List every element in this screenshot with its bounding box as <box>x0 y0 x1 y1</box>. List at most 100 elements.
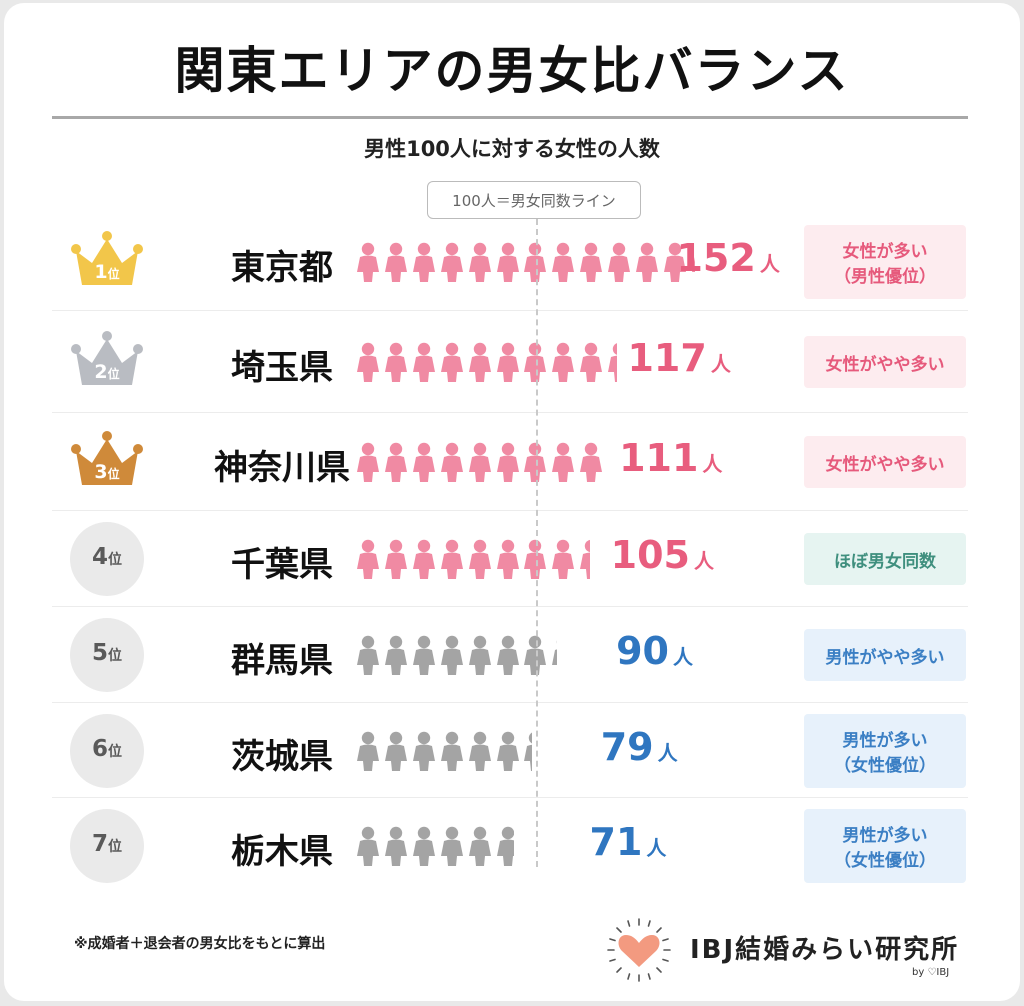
rank-suffix: 位 <box>107 467 120 481</box>
value-unit: 人 <box>657 741 678 765</box>
female-person-icon <box>607 342 618 382</box>
female-person-icon <box>496 342 520 382</box>
balance-tag-line: 男性が多い <box>842 826 928 846</box>
ranking-row: 5位 群馬県 90 人 男性がやや多い <box>52 607 968 703</box>
rank-suffix: 位 <box>108 839 122 855</box>
female-person-icon <box>523 539 547 579</box>
value-number: 71 <box>589 820 643 864</box>
female-person-icon <box>551 539 575 579</box>
balance-tag-line: （女性優位） <box>834 756 936 776</box>
ibj-logo: IBJ結婚みらい研究所 by ♡IBJ <box>604 915 964 985</box>
rank-number: 5 <box>91 640 108 666</box>
ranking-row: 2位 埼玉県 117 人 女性がやや多い <box>52 311 968 413</box>
female-person-icon <box>691 242 696 282</box>
value-number: 117 <box>627 336 707 380</box>
prefecture-name: 茨城県 <box>231 737 333 777</box>
pictogram-bar <box>356 731 533 771</box>
value-label: 71 人 <box>590 820 667 864</box>
baseline-label: 100人＝男女同数ライン <box>427 181 641 219</box>
male-person-icon <box>384 731 408 771</box>
female-person-icon <box>356 342 380 382</box>
male-person-icon <box>356 731 380 771</box>
value-label: 105 人 <box>611 533 714 577</box>
value-unit: 人 <box>694 549 714 573</box>
baseline-dashed-line <box>536 219 538 867</box>
rank-suffix: 位 <box>107 367 120 381</box>
rank-number: 3 <box>94 461 108 483</box>
female-person-icon <box>440 242 464 282</box>
male-person-icon <box>440 826 464 866</box>
female-person-icon <box>496 442 520 482</box>
male-person-icon <box>496 731 520 771</box>
prefecture-name: 東京都 <box>231 248 333 288</box>
value-label: 79 人 <box>601 725 678 769</box>
value-unit: 人 <box>710 352 731 376</box>
prefecture-name: 千葉県 <box>231 545 333 585</box>
male-person-icon <box>468 635 492 675</box>
female-person-icon <box>579 442 603 482</box>
female-person-icon <box>412 539 436 579</box>
female-person-icon <box>356 242 380 282</box>
male-person-icon <box>384 635 408 675</box>
value-number: 105 <box>610 533 690 577</box>
rank-crown-icon: 1位 <box>70 225 144 299</box>
female-person-icon <box>356 539 380 579</box>
balance-tag-line: （男性優位） <box>834 267 936 287</box>
male-person-icon <box>384 826 408 866</box>
female-person-icon <box>523 442 547 482</box>
female-person-icon <box>412 342 436 382</box>
value-unit: 人 <box>702 452 723 476</box>
female-person-icon <box>551 342 575 382</box>
male-person-icon <box>440 635 464 675</box>
female-person-icon <box>384 342 408 382</box>
rank-number: 1 <box>94 261 108 283</box>
male-person-icon <box>523 731 533 771</box>
female-person-icon <box>523 342 547 382</box>
female-person-icon <box>663 242 687 282</box>
female-person-icon <box>496 539 520 579</box>
rank-circle-badge: 6位 <box>70 714 144 788</box>
female-person-icon <box>356 442 380 482</box>
value-unit: 人 <box>759 252 780 276</box>
rank-suffix: 位 <box>107 267 120 281</box>
female-person-icon <box>412 242 436 282</box>
infographic-card: 関東エリアの男女比バランス 男性100人に対する女性の人数 100人＝男女同数ラ… <box>4 3 1020 1001</box>
male-person-icon <box>496 635 520 675</box>
ranking-row: 1位 東京都 152 人 女性が多い （男性優位） <box>52 213 968 311</box>
male-person-icon <box>551 635 557 675</box>
rank-crown-icon: 3位 <box>70 425 144 499</box>
prefecture-name: 栃木県 <box>231 832 333 872</box>
value-number: 152 <box>676 236 756 280</box>
ranking-row: 7位 栃木県 71 人 男性が多い （女性優位） <box>52 798 968 894</box>
value-unit: 人 <box>646 836 667 860</box>
female-person-icon <box>635 242 659 282</box>
balance-tag-line: 女性が多い <box>842 242 928 262</box>
row-divider <box>52 310 968 311</box>
title-divider <box>52 116 968 119</box>
female-person-icon <box>579 342 603 382</box>
female-person-icon <box>551 442 575 482</box>
rank-suffix: 位 <box>108 552 122 568</box>
male-person-icon <box>468 731 492 771</box>
balance-tag-line: 女性がやや多い <box>825 354 945 375</box>
balance-tag: 女性が多い （男性優位） <box>804 225 966 299</box>
logo-text: IBJ結婚みらい研究所 <box>690 935 960 965</box>
rank-circle-badge: 5位 <box>70 618 144 692</box>
male-person-icon <box>523 635 547 675</box>
logo-by-text: by ♡IBJ <box>912 967 950 978</box>
balance-tag-line: ほぼ男女同数 <box>834 551 936 572</box>
chart-subtitle: 男性100人に対する女性の人数 <box>364 137 660 161</box>
prefecture-name: 群馬県 <box>231 641 333 681</box>
balance-tag-line: 女性がやや多い <box>825 454 945 475</box>
balance-tag: 女性がやや多い <box>804 436 966 488</box>
female-person-icon <box>468 242 492 282</box>
value-number: 111 <box>619 436 699 480</box>
ranking-row: 3位 神奈川県 111 人 女性がやや多い <box>52 413 968 511</box>
heart-sparkle-icon <box>607 918 671 982</box>
female-person-icon <box>440 342 464 382</box>
male-person-icon <box>412 826 436 866</box>
balance-tag: ほぼ男女同数 <box>804 533 966 585</box>
female-person-icon <box>551 242 575 282</box>
rank-number: 6 <box>91 736 108 762</box>
row-divider <box>52 797 968 798</box>
